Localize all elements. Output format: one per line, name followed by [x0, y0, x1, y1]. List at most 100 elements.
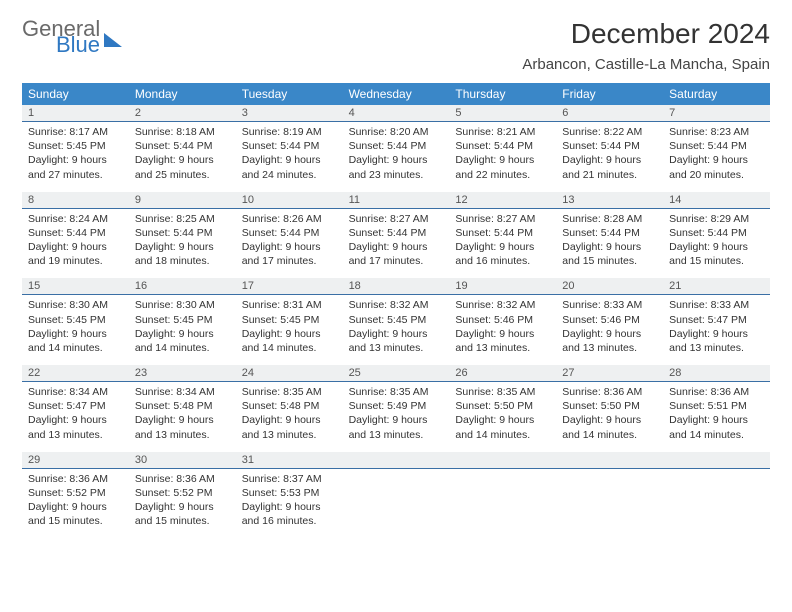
sunset-line: Sunset: 5:44 PM [28, 226, 123, 240]
day-number-cell [343, 452, 450, 469]
brand-logo: General Blue [22, 18, 122, 56]
day-number-cell [663, 452, 770, 469]
sunset-line: Sunset: 5:53 PM [242, 486, 337, 500]
daylight-line-2: and 14 minutes. [455, 428, 550, 442]
daylight-line-1: Daylight: 9 hours [562, 327, 657, 341]
daylight-line-2: and 14 minutes. [242, 341, 337, 355]
sunset-line: Sunset: 5:44 PM [562, 226, 657, 240]
brand-word-2: Blue [56, 34, 100, 56]
daylight-line-1: Daylight: 9 hours [669, 413, 764, 427]
daylight-line-2: and 25 minutes. [135, 168, 230, 182]
sunset-line: Sunset: 5:45 PM [28, 313, 123, 327]
daylight-line-1: Daylight: 9 hours [28, 500, 123, 514]
day-number-cell: 4 [343, 105, 450, 122]
day-body-cell: Sunrise: 8:36 AMSunset: 5:50 PMDaylight:… [556, 382, 663, 452]
day-body-cell: Sunrise: 8:26 AMSunset: 5:44 PMDaylight:… [236, 209, 343, 279]
day-body-cell: Sunrise: 8:27 AMSunset: 5:44 PMDaylight:… [449, 209, 556, 279]
day-body-cell: Sunrise: 8:36 AMSunset: 5:52 PMDaylight:… [22, 469, 129, 539]
sunset-line: Sunset: 5:45 PM [349, 313, 444, 327]
day-number-cell: 3 [236, 105, 343, 122]
daylight-line-1: Daylight: 9 hours [349, 153, 444, 167]
sunset-line: Sunset: 5:52 PM [135, 486, 230, 500]
daylight-line-2: and 14 minutes. [669, 428, 764, 442]
day-number-cell: 30 [129, 452, 236, 469]
sunset-line: Sunset: 5:48 PM [242, 399, 337, 413]
day-body-cell: Sunrise: 8:33 AMSunset: 5:46 PMDaylight:… [556, 295, 663, 365]
sunrise-line: Sunrise: 8:33 AM [562, 298, 657, 312]
sunrise-line: Sunrise: 8:22 AM [562, 125, 657, 139]
sunrise-line: Sunrise: 8:20 AM [349, 125, 444, 139]
sunset-line: Sunset: 5:49 PM [349, 399, 444, 413]
day-number-cell: 31 [236, 452, 343, 469]
weekday-header: Tuesday [236, 83, 343, 105]
sunrise-line: Sunrise: 8:35 AM [242, 385, 337, 399]
day-body-cell: Sunrise: 8:19 AMSunset: 5:44 PMDaylight:… [236, 122, 343, 192]
daylight-line-1: Daylight: 9 hours [242, 500, 337, 514]
daylight-line-2: and 21 minutes. [562, 168, 657, 182]
daylight-line-2: and 24 minutes. [242, 168, 337, 182]
day-number-cell: 13 [556, 192, 663, 209]
day-body-cell: Sunrise: 8:18 AMSunset: 5:44 PMDaylight:… [129, 122, 236, 192]
daylight-line-2: and 13 minutes. [135, 428, 230, 442]
daylight-line-1: Daylight: 9 hours [242, 153, 337, 167]
daylight-line-2: and 13 minutes. [669, 341, 764, 355]
daylight-line-2: and 15 minutes. [135, 514, 230, 528]
day-body-cell: Sunrise: 8:24 AMSunset: 5:44 PMDaylight:… [22, 209, 129, 279]
day-number-cell: 6 [556, 105, 663, 122]
day-number-row: 293031 [22, 452, 770, 469]
daylight-line-2: and 18 minutes. [135, 254, 230, 268]
sunrise-line: Sunrise: 8:24 AM [28, 212, 123, 226]
daylight-line-2: and 13 minutes. [28, 428, 123, 442]
sunrise-line: Sunrise: 8:30 AM [135, 298, 230, 312]
sunset-line: Sunset: 5:45 PM [28, 139, 123, 153]
day-body-cell: Sunrise: 8:35 AMSunset: 5:49 PMDaylight:… [343, 382, 450, 452]
sunset-line: Sunset: 5:47 PM [669, 313, 764, 327]
sunset-line: Sunset: 5:44 PM [242, 139, 337, 153]
day-body-cell: Sunrise: 8:32 AMSunset: 5:46 PMDaylight:… [449, 295, 556, 365]
daylight-line-2: and 23 minutes. [349, 168, 444, 182]
daylight-line-1: Daylight: 9 hours [242, 327, 337, 341]
sunrise-line: Sunrise: 8:32 AM [349, 298, 444, 312]
day-body-row: Sunrise: 8:17 AMSunset: 5:45 PMDaylight:… [22, 122, 770, 192]
daylight-line-1: Daylight: 9 hours [455, 413, 550, 427]
sunrise-line: Sunrise: 8:25 AM [135, 212, 230, 226]
sunrise-line: Sunrise: 8:36 AM [135, 472, 230, 486]
daylight-line-1: Daylight: 9 hours [242, 240, 337, 254]
daylight-line-2: and 14 minutes. [135, 341, 230, 355]
sunrise-line: Sunrise: 8:34 AM [28, 385, 123, 399]
day-number-row: 15161718192021 [22, 278, 770, 295]
sunset-line: Sunset: 5:44 PM [242, 226, 337, 240]
sunrise-line: Sunrise: 8:19 AM [242, 125, 337, 139]
day-body-cell: Sunrise: 8:27 AMSunset: 5:44 PMDaylight:… [343, 209, 450, 279]
daylight-line-2: and 13 minutes. [349, 428, 444, 442]
daylight-line-2: and 15 minutes. [669, 254, 764, 268]
weekday-header: Thursday [449, 83, 556, 105]
daylight-line-1: Daylight: 9 hours [349, 327, 444, 341]
daylight-line-1: Daylight: 9 hours [669, 153, 764, 167]
sunrise-line: Sunrise: 8:27 AM [349, 212, 444, 226]
daylight-line-2: and 13 minutes. [455, 341, 550, 355]
daylight-line-1: Daylight: 9 hours [349, 413, 444, 427]
sunset-line: Sunset: 5:46 PM [562, 313, 657, 327]
sunset-line: Sunset: 5:44 PM [669, 139, 764, 153]
day-body-row: Sunrise: 8:30 AMSunset: 5:45 PMDaylight:… [22, 295, 770, 365]
day-number-cell: 27 [556, 365, 663, 382]
daylight-line-2: and 13 minutes. [242, 428, 337, 442]
daylight-line-1: Daylight: 9 hours [135, 500, 230, 514]
day-number-cell: 9 [129, 192, 236, 209]
sunset-line: Sunset: 5:50 PM [562, 399, 657, 413]
sunset-line: Sunset: 5:44 PM [455, 139, 550, 153]
daylight-line-2: and 15 minutes. [28, 514, 123, 528]
daylight-line-1: Daylight: 9 hours [669, 327, 764, 341]
day-number-cell: 16 [129, 278, 236, 295]
location-subtitle: Arbancon, Castille-La Mancha, Spain [522, 56, 770, 73]
day-number-cell: 29 [22, 452, 129, 469]
sunset-line: Sunset: 5:46 PM [455, 313, 550, 327]
day-number-cell: 7 [663, 105, 770, 122]
sunrise-line: Sunrise: 8:26 AM [242, 212, 337, 226]
daylight-line-1: Daylight: 9 hours [135, 413, 230, 427]
sunset-line: Sunset: 5:44 PM [135, 139, 230, 153]
sunset-line: Sunset: 5:44 PM [455, 226, 550, 240]
day-body-cell: Sunrise: 8:22 AMSunset: 5:44 PMDaylight:… [556, 122, 663, 192]
daylight-line-1: Daylight: 9 hours [562, 240, 657, 254]
